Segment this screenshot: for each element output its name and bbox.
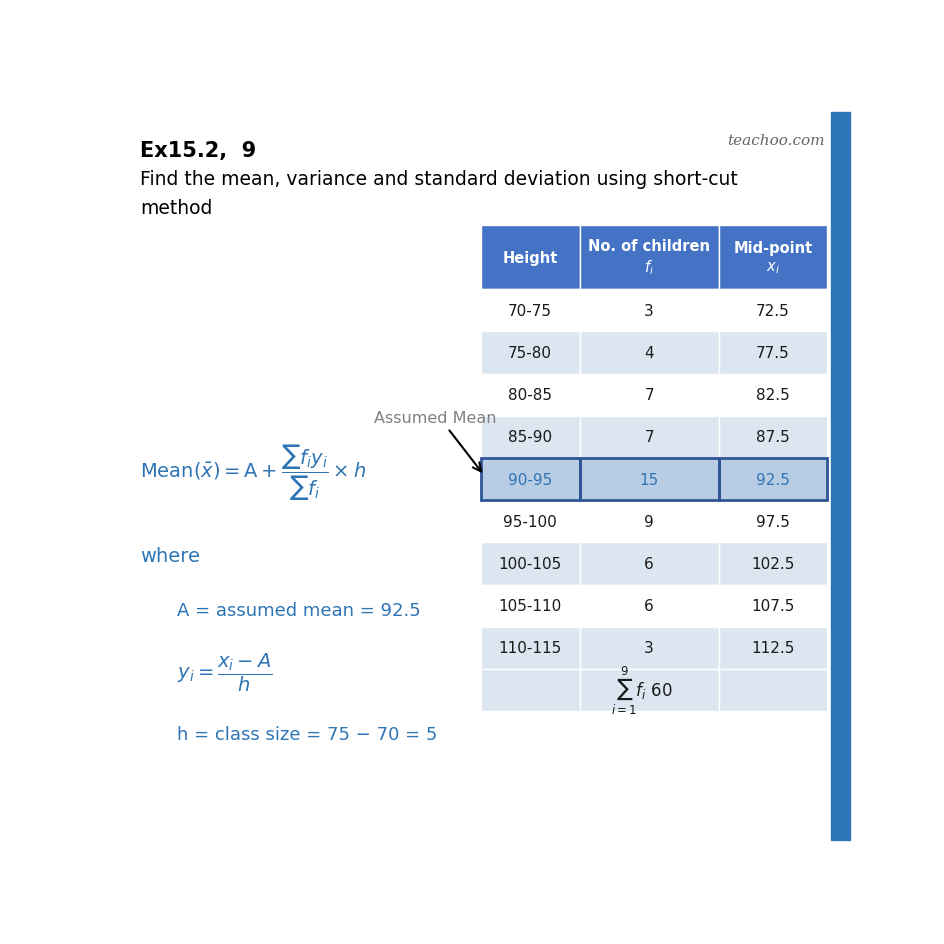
Bar (579, 226, 717, 290)
Text: 6: 6 (644, 598, 653, 614)
Text: 3: 3 (644, 304, 653, 318)
Bar (717, 500, 826, 543)
Text: Mid-point
$x_i$: Mid-point $x_i$ (733, 241, 812, 276)
Text: 92.5: 92.5 (755, 472, 789, 487)
Bar (831, 113, 850, 840)
Bar (480, 459, 579, 500)
Text: No. of children
$f_i$: No. of children $f_i$ (587, 239, 709, 277)
Text: 112.5: 112.5 (750, 641, 794, 656)
Text: 95-100: 95-100 (502, 514, 556, 530)
Bar (579, 543, 717, 585)
Bar (579, 627, 717, 669)
Text: 100-105: 100-105 (497, 556, 561, 571)
Text: 77.5: 77.5 (755, 346, 789, 361)
Bar (579, 374, 717, 416)
Bar (579, 585, 717, 627)
Text: 15: 15 (639, 472, 658, 487)
Text: 90-95: 90-95 (508, 472, 551, 487)
Text: 7: 7 (644, 430, 653, 445)
Bar (579, 332, 717, 374)
Text: Height: Height (502, 250, 557, 265)
Text: 75-80: 75-80 (508, 346, 551, 361)
Bar (579, 459, 717, 500)
Text: 4: 4 (644, 346, 653, 361)
Text: 9: 9 (644, 514, 653, 530)
Bar (717, 627, 826, 669)
Text: method: method (140, 199, 212, 218)
Bar (717, 585, 826, 627)
Text: 105-110: 105-110 (497, 598, 561, 614)
Bar (480, 459, 579, 500)
Bar (480, 332, 579, 374)
Text: 82.5: 82.5 (755, 388, 789, 403)
Text: 72.5: 72.5 (755, 304, 789, 318)
Bar (579, 459, 717, 500)
Text: $\sum_{i=1}^{9} f_i$ 60: $\sum_{i=1}^{9} f_i$ 60 (611, 665, 672, 716)
Text: where: where (140, 547, 200, 565)
Bar (480, 500, 579, 543)
Bar (717, 416, 826, 459)
Bar (579, 500, 717, 543)
Bar (480, 374, 579, 416)
Text: 7: 7 (644, 388, 653, 403)
Bar (717, 226, 826, 290)
Text: 97.5: 97.5 (755, 514, 789, 530)
Text: 6: 6 (644, 556, 653, 571)
Text: Assumed Mean: Assumed Mean (374, 410, 497, 425)
Bar (717, 543, 826, 585)
Bar (717, 459, 826, 500)
Text: 102.5: 102.5 (750, 556, 794, 571)
Text: 87.5: 87.5 (755, 430, 789, 445)
Text: 85-90: 85-90 (508, 430, 551, 445)
Text: $\mathrm{Mean}(\bar{x}) = \mathrm{A} + \dfrac{\sum f_i y_i}{\sum f_i} \times h$: $\mathrm{Mean}(\bar{x}) = \mathrm{A} + \… (140, 443, 366, 502)
Bar (717, 374, 826, 416)
Text: h = class size = 75 − 70 = 5: h = class size = 75 − 70 = 5 (177, 725, 437, 743)
Bar (579, 416, 717, 459)
Text: 70-75: 70-75 (508, 304, 551, 318)
Text: 110-115: 110-115 (497, 641, 561, 656)
Bar (480, 627, 579, 669)
Bar (717, 290, 826, 332)
Bar (717, 459, 826, 500)
Text: teachoo.com: teachoo.com (727, 134, 824, 147)
Bar (480, 585, 579, 627)
Text: 107.5: 107.5 (750, 598, 794, 614)
Text: 80-85: 80-85 (508, 388, 551, 403)
Text: $y_i = \dfrac{x_i - A}{h}$: $y_i = \dfrac{x_i - A}{h}$ (177, 651, 272, 694)
Bar (480, 543, 579, 585)
Bar (480, 669, 579, 712)
Text: A = assumed mean = 92.5: A = assumed mean = 92.5 (177, 601, 420, 619)
Bar (579, 290, 717, 332)
Bar (480, 416, 579, 459)
Text: Find the mean, variance and standard deviation using short-cut: Find the mean, variance and standard dev… (140, 170, 737, 189)
Bar (480, 226, 579, 290)
Bar (717, 332, 826, 374)
Bar (717, 669, 826, 712)
Text: Ex15.2,  9: Ex15.2, 9 (140, 141, 256, 160)
Bar (480, 290, 579, 332)
Bar (579, 669, 717, 712)
Text: 3: 3 (644, 641, 653, 656)
